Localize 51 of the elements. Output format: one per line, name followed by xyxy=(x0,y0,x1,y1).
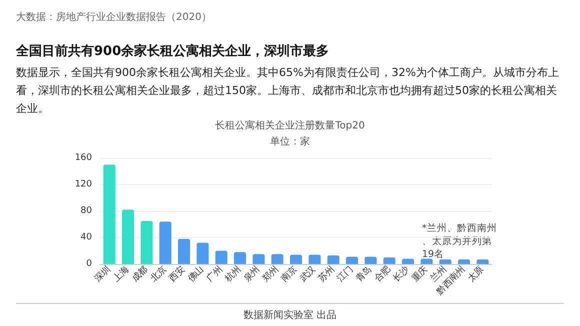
x-tick-label: 佛山 xyxy=(186,264,206,284)
x-tick-label: 武汉 xyxy=(298,264,318,284)
bar xyxy=(215,250,228,264)
x-tick-label: 江门 xyxy=(335,264,356,284)
bar xyxy=(420,258,433,264)
bar xyxy=(103,164,116,264)
text: 数据新闻实验室 出品 xyxy=(242,308,338,322)
y-tick-label: 160 xyxy=(74,153,92,163)
chart-title: 长租公寓相关企业注册数量Top20 xyxy=(215,120,365,132)
x-tick-label: 成都 xyxy=(130,264,150,284)
text: 全国目前共有900余家长租公寓相关企业，深圳市最多 xyxy=(16,42,330,60)
bar xyxy=(234,252,246,264)
text: 数据显示，全国共有900余家长租公寓相关企业。其中65%为有限责任公司，32%为个体工商户。从城市分布上看，深圳市的长租公寓相关企业最多，超过150家。上海市、成都市和北京市也均拥有超过50家的长租公寓相关企业。 xyxy=(16,65,560,117)
bar xyxy=(383,257,396,264)
bar xyxy=(159,222,172,264)
chart-subtitle: 单位：家 xyxy=(270,136,310,148)
bar xyxy=(458,259,470,264)
x-tick-label: 长沙 xyxy=(391,264,412,284)
x-tick-label: 西安 xyxy=(167,264,188,284)
x-tick-label: 广州 xyxy=(204,264,225,284)
x-tick-label: 重庆 xyxy=(410,264,430,284)
x-tick-label: 深圳 xyxy=(92,264,113,284)
x-tick-label: 青岛 xyxy=(354,264,374,284)
y-tick-label: 80 xyxy=(80,206,92,216)
x-tick-label: 合肥 xyxy=(372,264,393,284)
bar xyxy=(252,254,265,264)
bar xyxy=(196,242,209,264)
bar xyxy=(290,254,302,264)
bar xyxy=(308,254,321,264)
y-tick-label: 120 xyxy=(74,180,92,190)
x-tick-label: 杭州 xyxy=(222,264,244,285)
x-tick-label: 南京 xyxy=(279,264,300,284)
bar xyxy=(122,210,134,264)
bar xyxy=(364,256,377,264)
x-tick-label: 北京 xyxy=(148,264,169,284)
x-tick-label: 上海 xyxy=(111,264,132,284)
bar xyxy=(271,254,284,264)
y-tick-label: 0 xyxy=(86,259,92,269)
bar xyxy=(346,256,358,264)
bar xyxy=(402,258,414,264)
text: 大数据：房地产行业企业数据报告（2020） xyxy=(16,10,212,24)
y-tick-label: 40 xyxy=(80,232,92,242)
x-tick-label: 苏州 xyxy=(316,264,337,284)
bar xyxy=(178,238,190,264)
bar xyxy=(476,259,489,264)
bar xyxy=(140,220,153,264)
x-tick-label: 太原 xyxy=(466,264,486,284)
bar xyxy=(439,259,452,264)
x-tick-label: 郑州 xyxy=(260,264,281,284)
x-tick-label: 泉州 xyxy=(242,264,262,284)
bar xyxy=(327,255,340,264)
